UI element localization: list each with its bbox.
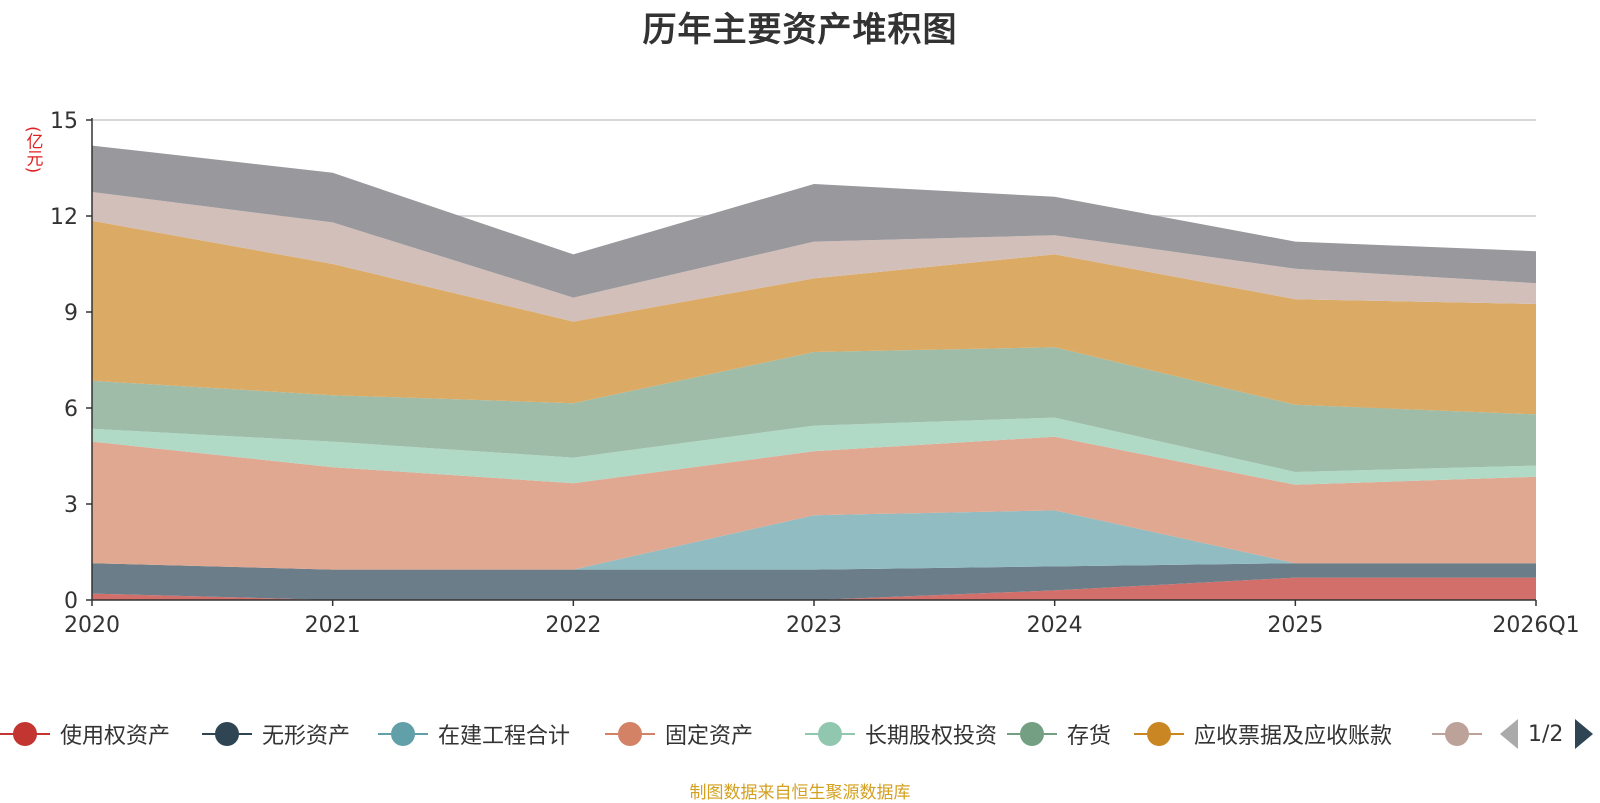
legend-marker-dot <box>13 722 37 746</box>
legend-marker-icon <box>202 716 252 752</box>
y-tick-label: 0 <box>64 589 78 614</box>
legend-label: 无形资产 <box>262 724 351 749</box>
x-tick-label: 2023 <box>786 613 842 638</box>
y-tick-label: 6 <box>64 397 78 422</box>
legend-item[interactable]: 应收票据及应收账款 <box>1134 716 1392 752</box>
next-page-icon[interactable] <box>1575 719 1594 749</box>
legend-item[interactable]: 长期股权投资 <box>805 716 997 752</box>
page-indicator: 1/2 <box>1528 721 1564 747</box>
x-tick-label: 2026Q1 <box>1492 613 1579 638</box>
y-axis-unit: (亿元) <box>22 126 43 174</box>
x-tick-label: 2025 <box>1267 613 1323 638</box>
legend-marker-icon <box>1007 716 1057 752</box>
area-series-3 <box>92 510 1536 570</box>
legend-marker-dot <box>1445 722 1469 746</box>
x-tick-label: 2024 <box>1027 613 1083 638</box>
legend-marker-dot <box>1147 722 1171 746</box>
area-series-4 <box>92 436 1536 570</box>
legend-label: 固定资产 <box>665 724 754 749</box>
legend-label: 长期股权投资 <box>865 724 998 749</box>
area-series-6 <box>92 347 1536 472</box>
legend-marker-dot <box>391 722 415 746</box>
legend-item[interactable]: 存货 <box>1007 716 1111 752</box>
legend-item[interactable]: 无形资产 <box>202 716 350 752</box>
legend-marker-icon <box>0 716 50 752</box>
legend-item[interactable]: 固定资产 <box>605 716 753 752</box>
legend-marker-icon <box>1134 716 1184 752</box>
legend-item[interactable]: 使用权资产 <box>0 716 170 752</box>
y-tick-label: 3 <box>64 493 78 518</box>
area-series-2 <box>92 563 1536 600</box>
axes <box>86 118 1537 606</box>
area-series-8 <box>92 192 1536 322</box>
legend-label: 在建工程合计 <box>438 724 571 749</box>
legend-marker-dot <box>818 722 842 746</box>
area-series-1 <box>92 577 1536 600</box>
y-tick-label: 15 <box>50 109 78 134</box>
legend-item[interactable] <box>1432 716 1482 752</box>
legend-marker-icon <box>605 716 655 752</box>
y-tick-label: 12 <box>50 205 78 230</box>
y-tick-label: 9 <box>64 301 78 326</box>
legend-marker-dot <box>215 722 239 746</box>
legend-marker-dot <box>1020 722 1044 746</box>
legend-marker-icon <box>378 716 428 752</box>
x-tick-label: 2021 <box>305 613 361 638</box>
area-series <box>92 145 1536 600</box>
legend-label: 使用权资产 <box>60 724 171 749</box>
area-series-5 <box>92 417 1536 485</box>
legend-marker-dot <box>618 722 642 746</box>
legend-label: 应收票据及应收账款 <box>1194 724 1393 749</box>
stacked-area-chart: 0 3 6 9 12 15 2020 2021 2022 2023 2024 2025 2026Q1 <box>50 109 1580 638</box>
legend-label: 存货 <box>1067 724 1112 749</box>
legend-pager: 1/2 <box>1500 716 1594 752</box>
x-tick-label: 2022 <box>545 613 601 638</box>
chart-title: 历年主要资产堆积图 <box>642 10 958 50</box>
area-series-7 <box>92 220 1536 415</box>
legend-marker-icon <box>805 716 855 752</box>
prev-page-icon[interactable] <box>1500 719 1518 749</box>
tick-labels: 0 3 6 9 12 15 2020 2021 2022 2023 2024 2025 2026Q1 <box>50 109 1580 638</box>
legend: 使用权资产 无形资产 在建工程合计 固定资产 长期股权投资 存货 应收票据及应收账款 <box>0 716 1600 752</box>
data-source-note: 制图数据来自恒生聚源数据库 <box>689 783 911 803</box>
legend-item[interactable]: 在建工程合计 <box>378 716 570 752</box>
legend-marker-icon <box>1432 716 1482 752</box>
x-tick-label: 2020 <box>64 613 120 638</box>
area-series-9 <box>92 145 1536 298</box>
